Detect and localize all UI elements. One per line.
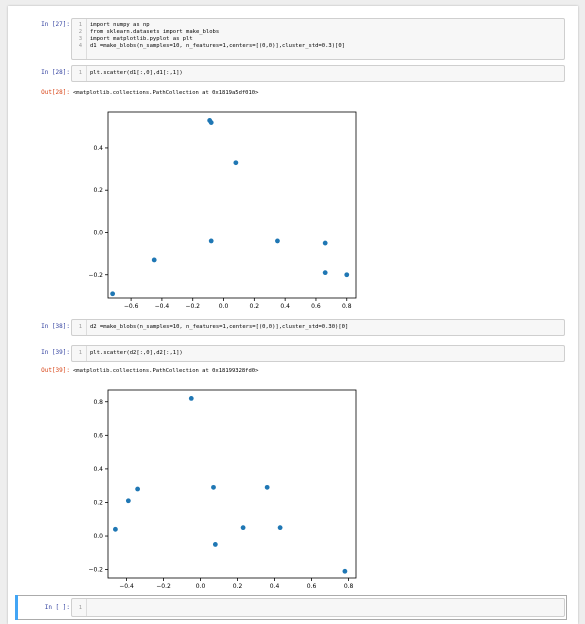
y-tick-label: 0.2 — [93, 187, 103, 194]
code-cell[interactable]: 1 plt.scatter(d1[:,0],d1[:,1]) — [71, 65, 565, 82]
output-prompt: Out[39]: — [41, 367, 70, 374]
scatter-plot-2: −0.4 −0.2 0.0 0.2 0.4 0.6 0.8 −0.2 0.0 0.2 0.4 0.6 0… — [88, 389, 357, 590]
data-point — [264, 484, 270, 490]
line-gutter — [86, 346, 87, 361]
input-prompt: In [39]: — [41, 349, 70, 356]
y-tick-label: −0.2 — [88, 567, 103, 574]
y-tick-label: 0.0 — [93, 533, 103, 540]
data-point — [212, 542, 218, 547]
data-point — [208, 120, 214, 125]
data-point — [125, 498, 131, 504]
x-tick-label: 0.2 — [233, 583, 243, 590]
active-cell-indicator — [15, 595, 18, 620]
data-point — [342, 568, 348, 574]
y-tick-label: 0.6 — [93, 432, 103, 439]
x-tick-label: −0.4 — [119, 583, 134, 590]
y-tick-label: 0.8 — [93, 399, 103, 406]
data-point — [322, 270, 328, 276]
input-prompt: In [28]: — [41, 69, 70, 76]
x-tick-label: −0.2 — [185, 303, 200, 310]
code-cell[interactable]: 1 import numpy as np 2 from sklearn.datase… — [71, 18, 565, 60]
x-tick-label: 0.4 — [280, 303, 290, 310]
x-tick-label: −0.6 — [124, 303, 139, 310]
data-point — [151, 257, 157, 263]
x-tick-label: −0.2 — [156, 583, 171, 590]
x-tick-label: 0.0 — [219, 303, 229, 310]
y-tick-label: 0.4 — [93, 145, 103, 152]
code-cell[interactable]: 1 d2 =make_blobs(n_samples=10, n_features… — [71, 319, 565, 336]
output-prompt: Out[28]: — [41, 89, 70, 96]
x-tick-label: 0.8 — [342, 303, 352, 310]
line-gutter — [86, 320, 87, 335]
data-point — [277, 525, 283, 531]
x-tick-label: 0.4 — [270, 583, 280, 590]
data-point — [233, 160, 239, 166]
output-text: <matplotlib.collections.PathCollection a… — [73, 368, 259, 374]
x-tick-label: 0.6 — [311, 303, 321, 310]
y-tick-label: 0.0 — [93, 229, 103, 236]
line-gutter — [86, 66, 87, 81]
line-gutter — [86, 599, 87, 616]
data-point — [113, 526, 118, 532]
x-tick-label: −0.4 — [155, 303, 170, 310]
data-point — [211, 484, 216, 490]
line-gutter — [86, 19, 87, 59]
data-point — [344, 272, 350, 278]
data-point — [322, 240, 328, 246]
y-tick-label: 0.2 — [93, 499, 103, 506]
output-text: <matplotlib.collections.PathCollection a… — [73, 90, 259, 96]
input-prompt: In [ ]: — [44, 604, 70, 611]
x-tick-label: 0.8 — [344, 583, 354, 590]
y-tick-label: 0.4 — [93, 466, 103, 473]
code-cell-empty[interactable]: 1 — [71, 598, 565, 617]
y-tick-label: −0.2 — [88, 272, 103, 279]
plot-frame — [107, 111, 357, 299]
data-point — [240, 525, 246, 531]
plot-frame — [107, 389, 357, 579]
input-prompt: In [27]: — [41, 21, 70, 28]
x-tick-label: 0.2 — [250, 303, 260, 310]
data-point — [135, 486, 141, 492]
input-prompt: In [38]: — [41, 323, 70, 330]
data-point — [110, 291, 116, 297]
code-cell[interactable]: 1 plt.scatter(d2[:,0],d2[:,1]) — [71, 345, 565, 362]
data-point — [275, 238, 280, 244]
notebook: In [27]: 1 import numpy as np 2 from sklea… — [8, 6, 578, 624]
data-point — [188, 395, 194, 401]
x-tick-label: 0.0 — [196, 583, 206, 590]
data-point — [208, 238, 214, 244]
x-tick-label: 0.6 — [307, 583, 317, 590]
scatter-plot-1: −0.6 −0.4 −0.2 0.0 0.2 0.4 0.6 0.8 −0.2 0.0 0.2 0.4 — [88, 111, 357, 310]
